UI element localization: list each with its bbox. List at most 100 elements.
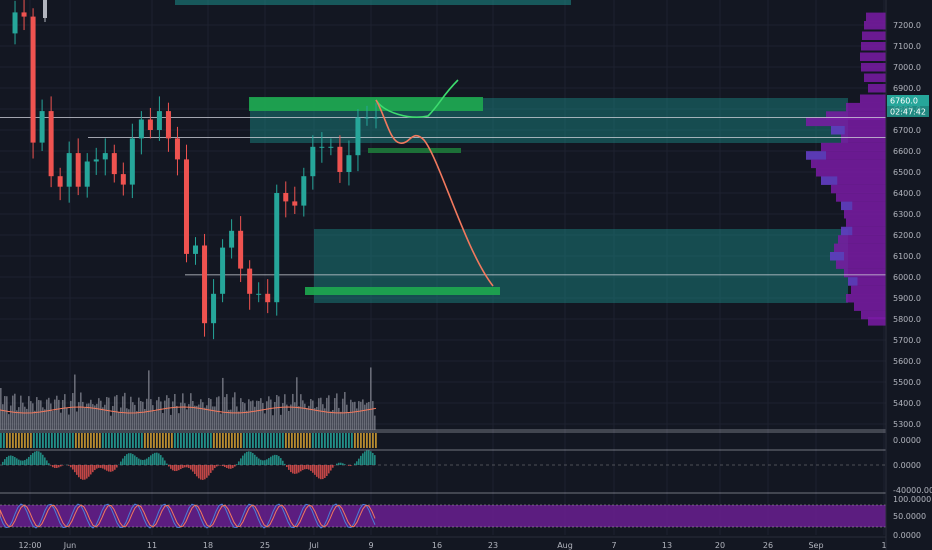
volume-bar [88,403,90,430]
volume-profile-bar [831,126,886,135]
oscillator-bar [288,465,290,470]
volume-bar [316,406,318,430]
volume-bar [64,394,66,430]
volume-bar [318,398,320,430]
oscillator-bar [266,459,268,465]
time-tick-label: 1 [881,541,886,550]
volume-bar [188,404,190,430]
oscillator-bar [146,458,148,465]
oscillator-bar [356,461,358,465]
signal-bar [264,433,266,448]
signal-bar [132,433,134,448]
stochastic-panel [0,503,886,529]
time-tick-label: 20 [715,541,725,550]
volume-bar [374,415,376,430]
candle-body [193,245,199,254]
oscillator-bar [212,465,214,471]
volume-bar [326,397,328,430]
oscillator-bar [104,465,106,470]
volume-bar [62,399,64,430]
oscillator-axis-label: 0.0000 [893,461,921,470]
oscillator-bar [160,455,162,465]
signal-bar [63,433,65,448]
oscillator-bar [258,458,260,465]
price-tick-label: 6400.0 [893,189,921,198]
candle-body [364,117,370,119]
oscillator-bar [34,451,36,465]
time-axis[interactable]: 12:00 Jun 11 18 25 Jul 9 16 23 Aug 7 13 20 26 Sep 1 [0,536,887,550]
volume-bar [104,404,106,430]
signal-bar [180,433,182,448]
signal-bar [348,433,350,448]
oscillator-bar [102,465,104,469]
volume-bar [108,397,110,430]
volume-bar [256,400,258,430]
oscillator-bar [114,465,116,470]
volume-bar [94,405,96,430]
signal-bar [195,433,197,448]
volume-bar [268,396,270,430]
volume-bar [330,411,332,430]
volume-bar [92,404,94,430]
stochastic-band [0,505,886,527]
oscillator-bar [318,465,320,479]
candle-body [111,153,117,175]
signal-bar [21,433,23,448]
volume-bar [230,409,232,430]
oscillator-bar [252,453,254,465]
volume-bar [118,411,120,430]
signal-bar [0,433,2,448]
time-tick-label: 25 [260,541,270,550]
volume-bar [158,396,160,430]
signal-bar [135,433,137,448]
oscillator-bar [122,458,124,465]
price-tick-label: 7100.0 [893,42,921,51]
volume-bar [172,401,174,430]
signal-bar [213,433,215,448]
oscillator-bar [312,465,314,473]
volume-bar [182,393,184,430]
volume-bar [250,401,252,430]
signal-bar [273,433,275,448]
oscillator-bar [198,465,200,479]
volume-profile-bar [821,176,886,185]
volume-bar [22,402,24,430]
price-axis[interactable]: 7200.07100.07000.06900.06800.06700.06600… [885,0,932,550]
volume-bar [198,404,200,430]
candle-body [229,230,235,248]
volume-bar [34,410,36,430]
oscillator-bar [56,465,58,468]
signal-bar [198,433,200,448]
volume-bar [156,400,158,430]
oscillator-bar [166,463,168,465]
oscillator-bar [144,459,146,465]
volume-bar [46,399,48,430]
candle-body [39,111,45,143]
oscillator-bar [262,460,264,465]
oscillator-bar [314,465,316,475]
oscillator-bar [228,465,230,469]
signal-bar [321,433,323,448]
signal-bar [99,433,101,448]
signal-bar [33,433,35,448]
oscillator-bar [58,465,60,468]
oscillator-bar [322,465,324,480]
signal-bar [249,433,251,448]
signal-bar [81,433,83,448]
oscillator-bar [308,465,310,470]
volume-bar [354,401,356,430]
volume-bar [128,409,130,430]
oscillator-bar [156,452,158,465]
stochastic-axis-label: 0.0000 [893,531,921,540]
candle-body [12,12,18,34]
volume-bar [124,392,126,430]
volume-bar [294,402,296,430]
oscillator-bar [362,453,364,465]
volume-bar [372,401,374,430]
volume-profile-bar [862,31,886,40]
volume-bar [42,407,44,430]
volume-bar [288,410,290,430]
volume-bar [212,406,214,430]
volume-bar [248,399,250,430]
